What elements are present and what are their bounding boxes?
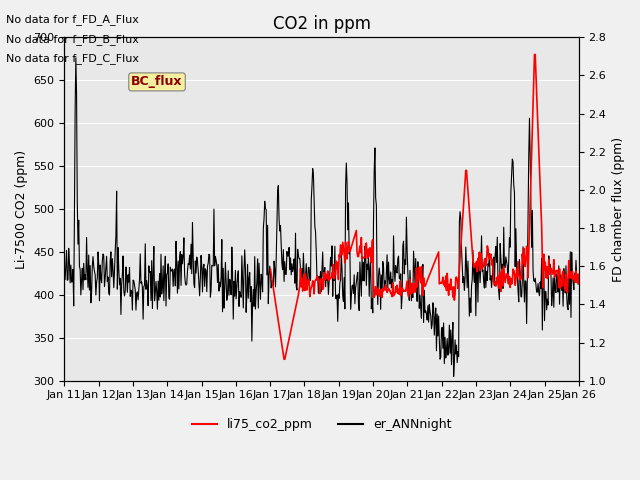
Title: CO2 in ppm: CO2 in ppm [273,15,371,33]
Y-axis label: Li-7500 CO2 (ppm): Li-7500 CO2 (ppm) [15,149,28,269]
Text: BC_flux: BC_flux [131,75,183,88]
Legend: li75_co2_ppm, er_ANNnight: li75_co2_ppm, er_ANNnight [187,413,456,436]
Text: No data for f_FD_A_Flux: No data for f_FD_A_Flux [6,14,140,25]
Text: No data for f_FD_B_Flux: No data for f_FD_B_Flux [6,34,140,45]
Text: No data for f_FD_C_Flux: No data for f_FD_C_Flux [6,53,140,64]
Y-axis label: FD chamber flux (ppm): FD chamber flux (ppm) [612,136,625,282]
